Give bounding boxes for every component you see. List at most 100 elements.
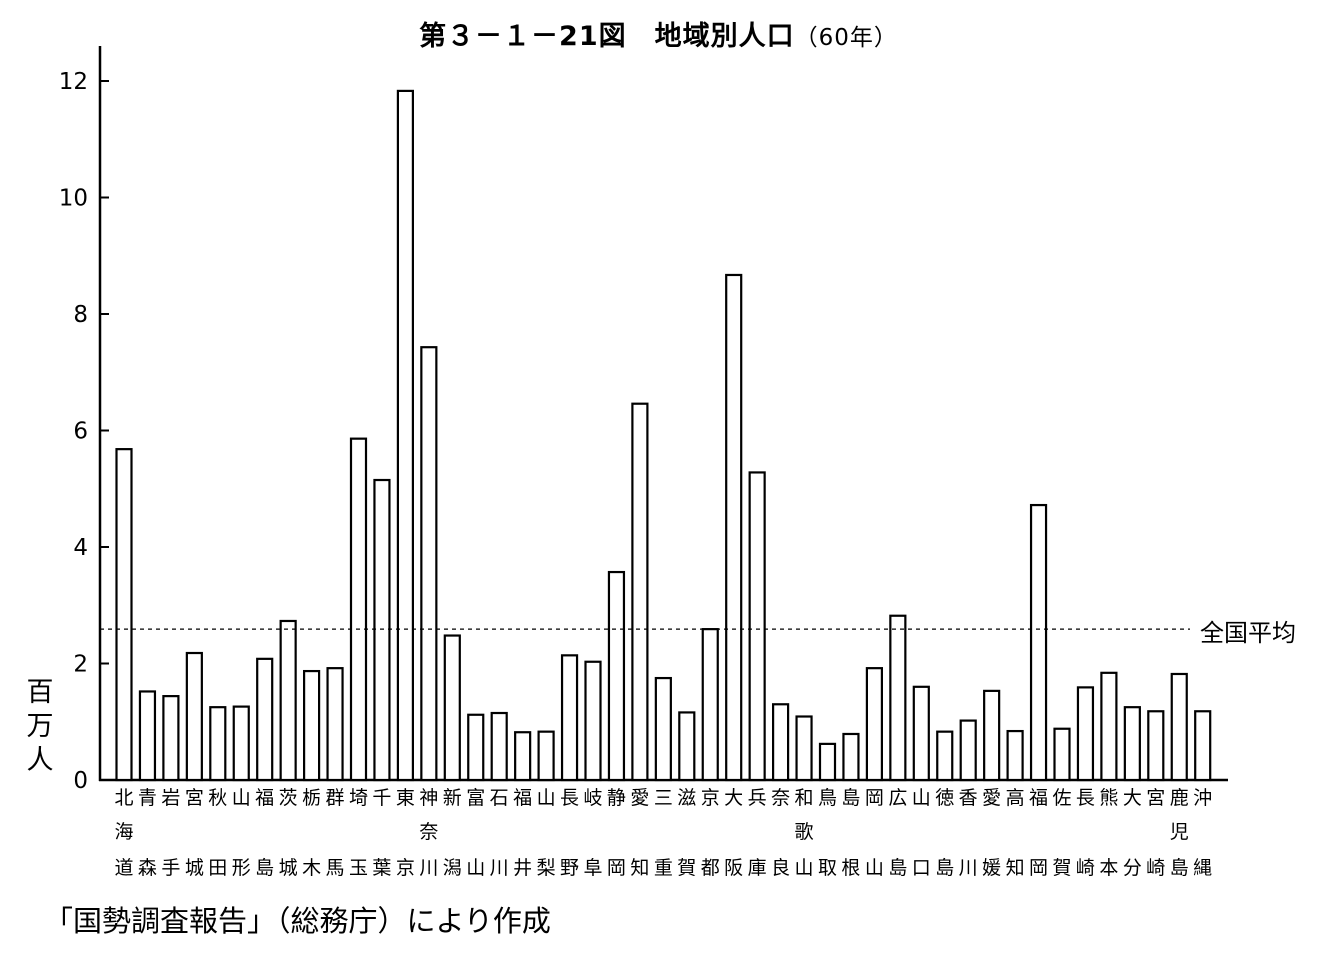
category-label: 山 xyxy=(231,787,251,809)
category-label: 兵 xyxy=(747,787,767,809)
category-label: 児 xyxy=(1169,821,1189,843)
category-label: 良 xyxy=(771,857,791,879)
category-label: 葉 xyxy=(372,857,392,879)
category-label: 栃 xyxy=(302,787,322,809)
category-label: 川 xyxy=(419,857,439,879)
bar xyxy=(1147,710,1165,782)
category-label: 鹿 xyxy=(1169,787,1189,809)
category-label: 森 xyxy=(137,857,157,879)
category-label: 島 xyxy=(888,857,908,879)
bar xyxy=(912,685,930,782)
category-label: 阜 xyxy=(583,857,603,879)
bar xyxy=(1053,727,1071,782)
category-label: 佐 xyxy=(1052,787,1072,809)
category-label: 井 xyxy=(513,857,533,879)
bar xyxy=(138,690,157,782)
bar xyxy=(631,402,649,782)
category-label: 海 xyxy=(114,821,134,843)
bar xyxy=(396,89,414,782)
category-label: 京 xyxy=(700,787,720,809)
category-label: 手 xyxy=(161,857,181,879)
category-label: 島 xyxy=(1169,857,1189,879)
average-line-label: 全国平均 xyxy=(1200,619,1296,647)
category-label: 潟 xyxy=(442,857,462,879)
y-tick-label: 2 xyxy=(73,652,88,678)
category-label: 馬 xyxy=(325,857,345,879)
category-label: 野 xyxy=(560,857,580,879)
bar xyxy=(748,471,766,782)
category-label: 木 xyxy=(302,857,322,879)
category-label: 重 xyxy=(653,857,673,879)
category-label: 城 xyxy=(184,857,204,879)
bar xyxy=(115,448,133,782)
category-label: 富 xyxy=(466,787,486,809)
category-label: 岡 xyxy=(864,787,884,809)
bar xyxy=(865,667,884,782)
chart-title-year: （60年） xyxy=(794,25,898,51)
category-label: 熊 xyxy=(1099,787,1119,809)
category-label: 秋 xyxy=(208,787,228,809)
bar xyxy=(1029,503,1048,782)
bar xyxy=(420,346,438,782)
chart-title: 第３－１－21図 地域別人口（60年） xyxy=(0,14,1317,53)
category-label: 香 xyxy=(958,787,978,809)
bar xyxy=(185,651,203,782)
category-label: 沖 xyxy=(1193,787,1213,809)
category-label: 奈 xyxy=(419,821,439,843)
bar xyxy=(701,628,719,782)
category-label: 神 xyxy=(419,787,439,809)
y-tick-label: 6 xyxy=(73,419,88,445)
category-label: 三 xyxy=(653,787,673,809)
category-label: 歌 xyxy=(794,821,814,843)
bar xyxy=(373,478,391,782)
source-note: 「国勢調査報告」（総務庁）により作成 xyxy=(44,904,551,938)
category-label: 取 xyxy=(817,857,837,879)
category-label: 和 xyxy=(794,787,814,809)
category-label: 宮 xyxy=(1146,787,1166,809)
category-label: 大 xyxy=(724,787,744,809)
category-label: 玉 xyxy=(348,857,368,879)
category-label: 根 xyxy=(841,857,861,879)
category-label: 滋 xyxy=(677,787,697,809)
category-label: 北 xyxy=(114,787,134,809)
category-label: 縄 xyxy=(1193,857,1213,879)
category-label: 知 xyxy=(1005,857,1025,879)
category-label: 奈 xyxy=(771,787,791,809)
bar xyxy=(959,719,977,782)
bar xyxy=(654,676,672,782)
bar xyxy=(936,730,954,782)
category-label: 群 xyxy=(325,787,345,809)
bar xyxy=(1123,706,1141,782)
category-label: 山 xyxy=(794,857,814,879)
category-label: 石 xyxy=(489,787,509,809)
category-label: 青 xyxy=(137,787,157,809)
category-label: 分 xyxy=(1122,857,1142,879)
category-label: 山 xyxy=(864,857,884,879)
bar xyxy=(467,713,485,782)
y-tick-label: 8 xyxy=(73,302,88,328)
bar xyxy=(326,667,344,782)
category-label: 形 xyxy=(231,857,251,879)
category-label: 島 xyxy=(255,857,275,879)
category-label: 京 xyxy=(395,857,415,879)
category-label: 賀 xyxy=(1052,857,1072,879)
bar xyxy=(514,731,532,782)
category-label: 都 xyxy=(700,857,720,879)
category-label: 庫 xyxy=(747,857,767,879)
category-label: 岐 xyxy=(583,787,603,809)
bar xyxy=(1006,729,1024,782)
category-label: 大 xyxy=(1122,787,1142,809)
category-label: 宮 xyxy=(184,787,204,809)
bar xyxy=(490,711,508,782)
bar xyxy=(983,689,1001,782)
category-label: 福 xyxy=(513,787,533,809)
bar xyxy=(607,570,626,782)
bar xyxy=(818,742,837,782)
category-label: 愛 xyxy=(982,787,1002,809)
bar xyxy=(349,437,368,782)
category-label: 川 xyxy=(489,857,509,879)
bar xyxy=(443,634,461,782)
bar xyxy=(1076,686,1095,782)
category-label: 岩 xyxy=(161,787,181,809)
